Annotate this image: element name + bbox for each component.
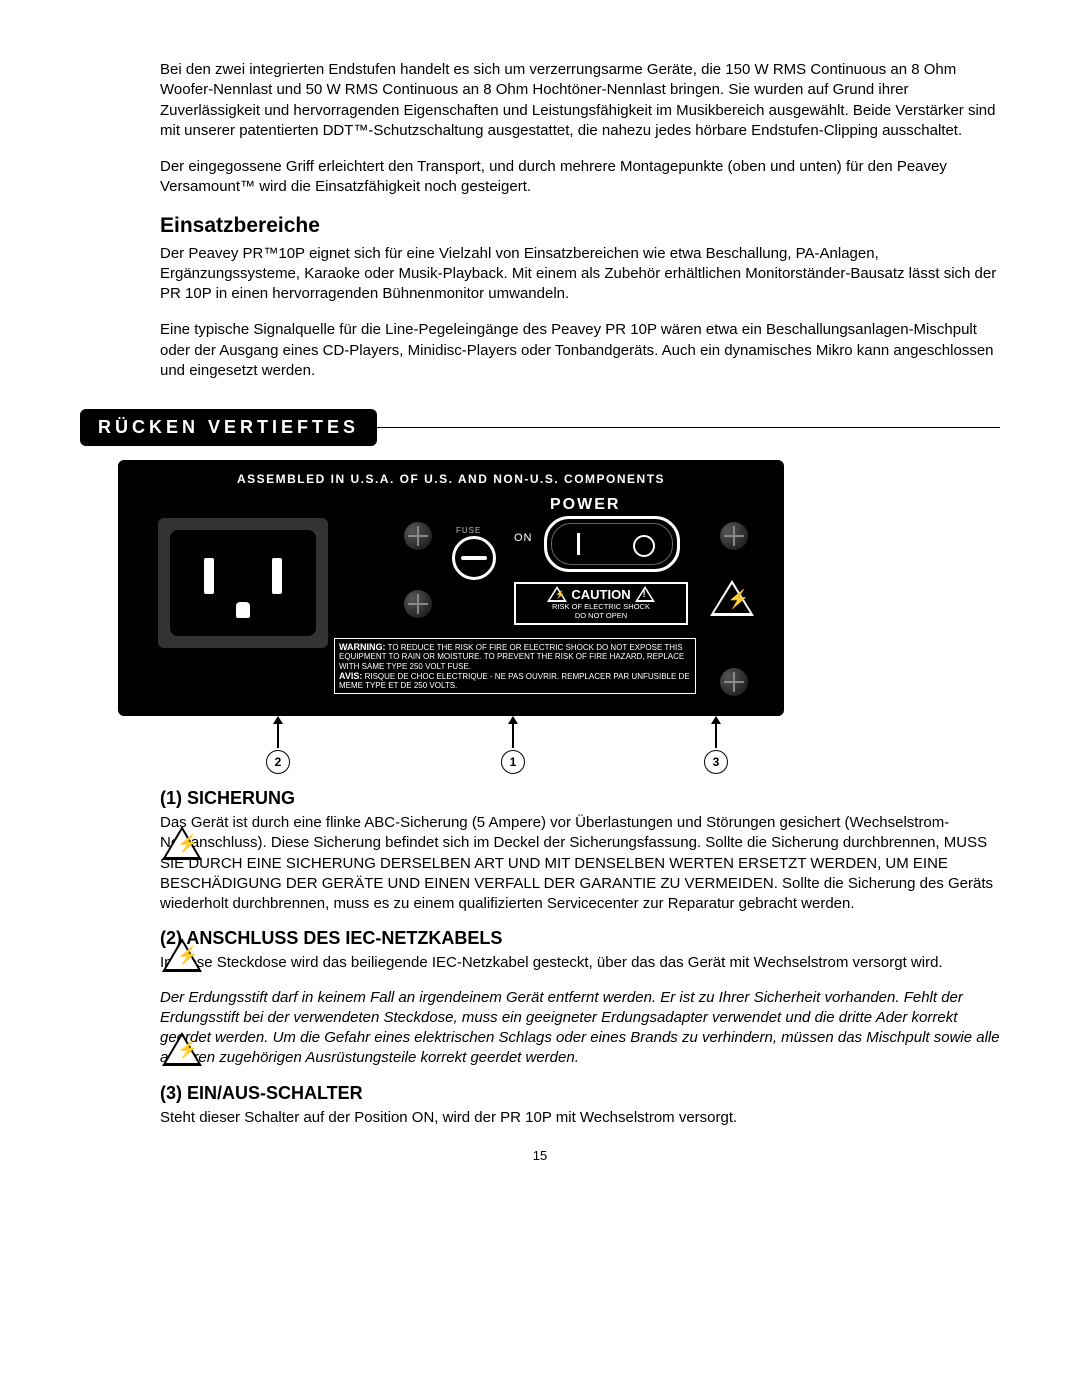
item-2-italic: Der Erdungsstift darf in keinem Fall an …	[160, 988, 1000, 1069]
screw-icon	[720, 522, 748, 550]
section-header-line	[377, 427, 1000, 429]
callout-3-number: 3	[704, 750, 728, 774]
caution-sub2: DO NOT OPEN	[518, 612, 684, 620]
item-2-block: ⚡ (2) ANSCHLUSS DES IEC-NETZKABELS In di…	[80, 928, 1000, 1068]
item-1-text: Das Gerät ist durch eine flinke ABC-Sich…	[160, 813, 1000, 914]
callout-1-number: 1	[501, 750, 525, 774]
screw-icon	[720, 668, 748, 696]
item-2-text: In diese Steckdose wird das beiliegende …	[160, 953, 1000, 973]
exclamation-triangle-icon: !	[635, 586, 655, 602]
assembled-label: ASSEMBLED IN U.S.A. OF U.S. AND NON-U.S.…	[120, 472, 782, 486]
iec-socket-plate	[158, 518, 328, 648]
bolt-triangle-icon: ⚡	[547, 586, 567, 602]
warning-triangle-icon: ⚡	[162, 938, 202, 972]
callout-2-number: 2	[266, 750, 290, 774]
avis-text: RISQUE DE CHOC ELECTRIQUE - NE PAS OUVRI…	[339, 672, 690, 690]
power-switch-icon	[544, 516, 680, 572]
on-label: ON	[514, 532, 533, 544]
caution-box: ⚡ CAUTION ! RISK OF ELECTRIC SHOCK DO NO…	[514, 582, 688, 625]
avis-bold: AVIS:	[339, 671, 362, 681]
item-1-block: ⚡ (1) SICHERUNG Das Gerät ist durch eine…	[80, 788, 1000, 914]
warning-bold: WARNING:	[339, 642, 386, 652]
screw-icon	[404, 522, 432, 550]
caution-sub1: RISK OF ELECTRIC SHOCK	[518, 603, 684, 611]
callout-3: 3	[704, 716, 728, 774]
item-3-heading: (3) EIN/AUS-SCHALTER	[160, 1083, 1000, 1104]
warning-triangle-icon: ⚡	[162, 1032, 202, 1066]
einsatz-paragraph-2: Eine typische Signalquelle für die Line-…	[80, 320, 1000, 381]
rear-panel-diagram: ASSEMBLED IN U.S.A. OF U.S. AND NON-U.S.…	[118, 460, 1000, 774]
item-2-heading: (2) ANSCHLUSS DES IEC-NETZKABELS	[160, 928, 1000, 949]
iec-socket	[170, 530, 316, 636]
item-1-heading: (1) SICHERUNG	[160, 788, 1000, 809]
warning-text: TO REDUCE THE RISK OF FIRE OR ELECTRIC S…	[339, 643, 684, 671]
iec-prong-left	[204, 558, 214, 594]
shock-triangle-icon: ⚡	[710, 580, 754, 616]
warning-triangle-icon: ⚡	[162, 826, 202, 860]
intro-paragraph-2: Der eingegossene Griff erleichtert den T…	[80, 157, 1000, 198]
section-header-row: RÜCKEN VERTIEFTES	[80, 409, 1000, 446]
page-number: 15	[80, 1148, 1000, 1163]
callout-2: 2	[266, 716, 290, 774]
fuse-label: FUSE	[456, 526, 481, 535]
callout-1: 1	[501, 716, 525, 774]
power-label: POWER	[550, 496, 620, 514]
intro-paragraph-1: Bei den zwei integrierten Endstufen hand…	[80, 60, 1000, 141]
caution-label: CAUTION	[571, 587, 630, 602]
iec-prong-right	[272, 558, 282, 594]
item-3-text: Steht dieser Schalter auf der Position O…	[160, 1108, 1000, 1128]
fuse-holder-icon	[452, 536, 496, 580]
manual-page: Bei den zwei integrierten Endstufen hand…	[0, 0, 1080, 1203]
section-header-bar: RÜCKEN VERTIEFTES	[80, 409, 377, 446]
rear-panel: ASSEMBLED IN U.S.A. OF U.S. AND NON-U.S.…	[118, 460, 784, 716]
callout-row: 2 1 3	[156, 716, 818, 774]
screw-icon	[404, 590, 432, 618]
warning-box: WARNING: TO REDUCE THE RISK OF FIRE OR E…	[334, 638, 696, 694]
einsatz-paragraph-1: Der Peavey PR™10P eignet sich für eine V…	[80, 244, 1000, 305]
iec-prong-ground	[236, 602, 250, 618]
einsatz-heading: Einsatzbereiche	[80, 214, 1000, 238]
